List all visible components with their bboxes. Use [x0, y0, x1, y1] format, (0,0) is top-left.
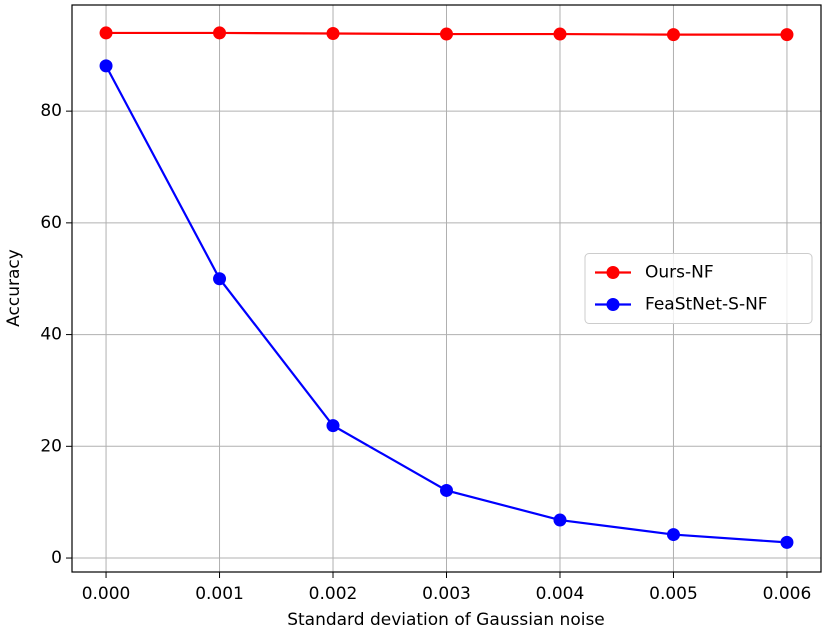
data-point	[99, 59, 113, 73]
data-point	[666, 28, 680, 42]
data-point	[326, 419, 340, 433]
x-tick-label: 0.000	[82, 584, 131, 604]
y-tick-label: 0	[51, 548, 62, 568]
legend-box	[584, 253, 813, 324]
data-point	[99, 26, 113, 40]
data-point	[440, 483, 453, 497]
data-point	[326, 26, 340, 40]
data-point	[213, 26, 227, 40]
legend-label: FeaStNet-S-NF	[645, 295, 768, 315]
x-tick-label: 0.005	[649, 584, 698, 604]
data-point	[666, 528, 680, 542]
x-axis-label: Standard deviation of Gaussian noise	[287, 610, 605, 630]
x-tick-label: 0.001	[195, 584, 244, 604]
y-axis-label: Accuracy	[4, 249, 24, 327]
y-tick-label: 80	[40, 101, 62, 121]
x-tick-label: 0.004	[536, 584, 585, 604]
legend-marker	[606, 298, 620, 311]
data-point	[553, 27, 567, 41]
legend-label: Ours-NF	[645, 263, 714, 283]
data-point	[780, 28, 794, 42]
x-tick-label: 0.003	[422, 584, 471, 604]
x-tick-label: 0.006	[763, 584, 812, 604]
data-point	[553, 513, 567, 527]
data-point	[213, 272, 227, 286]
y-tick-label: 40	[40, 325, 62, 345]
y-tick-label: 60	[40, 213, 62, 233]
x-tick-label: 0.002	[309, 584, 358, 604]
plot-frame	[71, 4, 822, 573]
data-point	[780, 535, 794, 549]
legend-marker	[606, 266, 620, 279]
y-tick-label: 20	[40, 436, 62, 456]
data-point	[440, 27, 453, 41]
